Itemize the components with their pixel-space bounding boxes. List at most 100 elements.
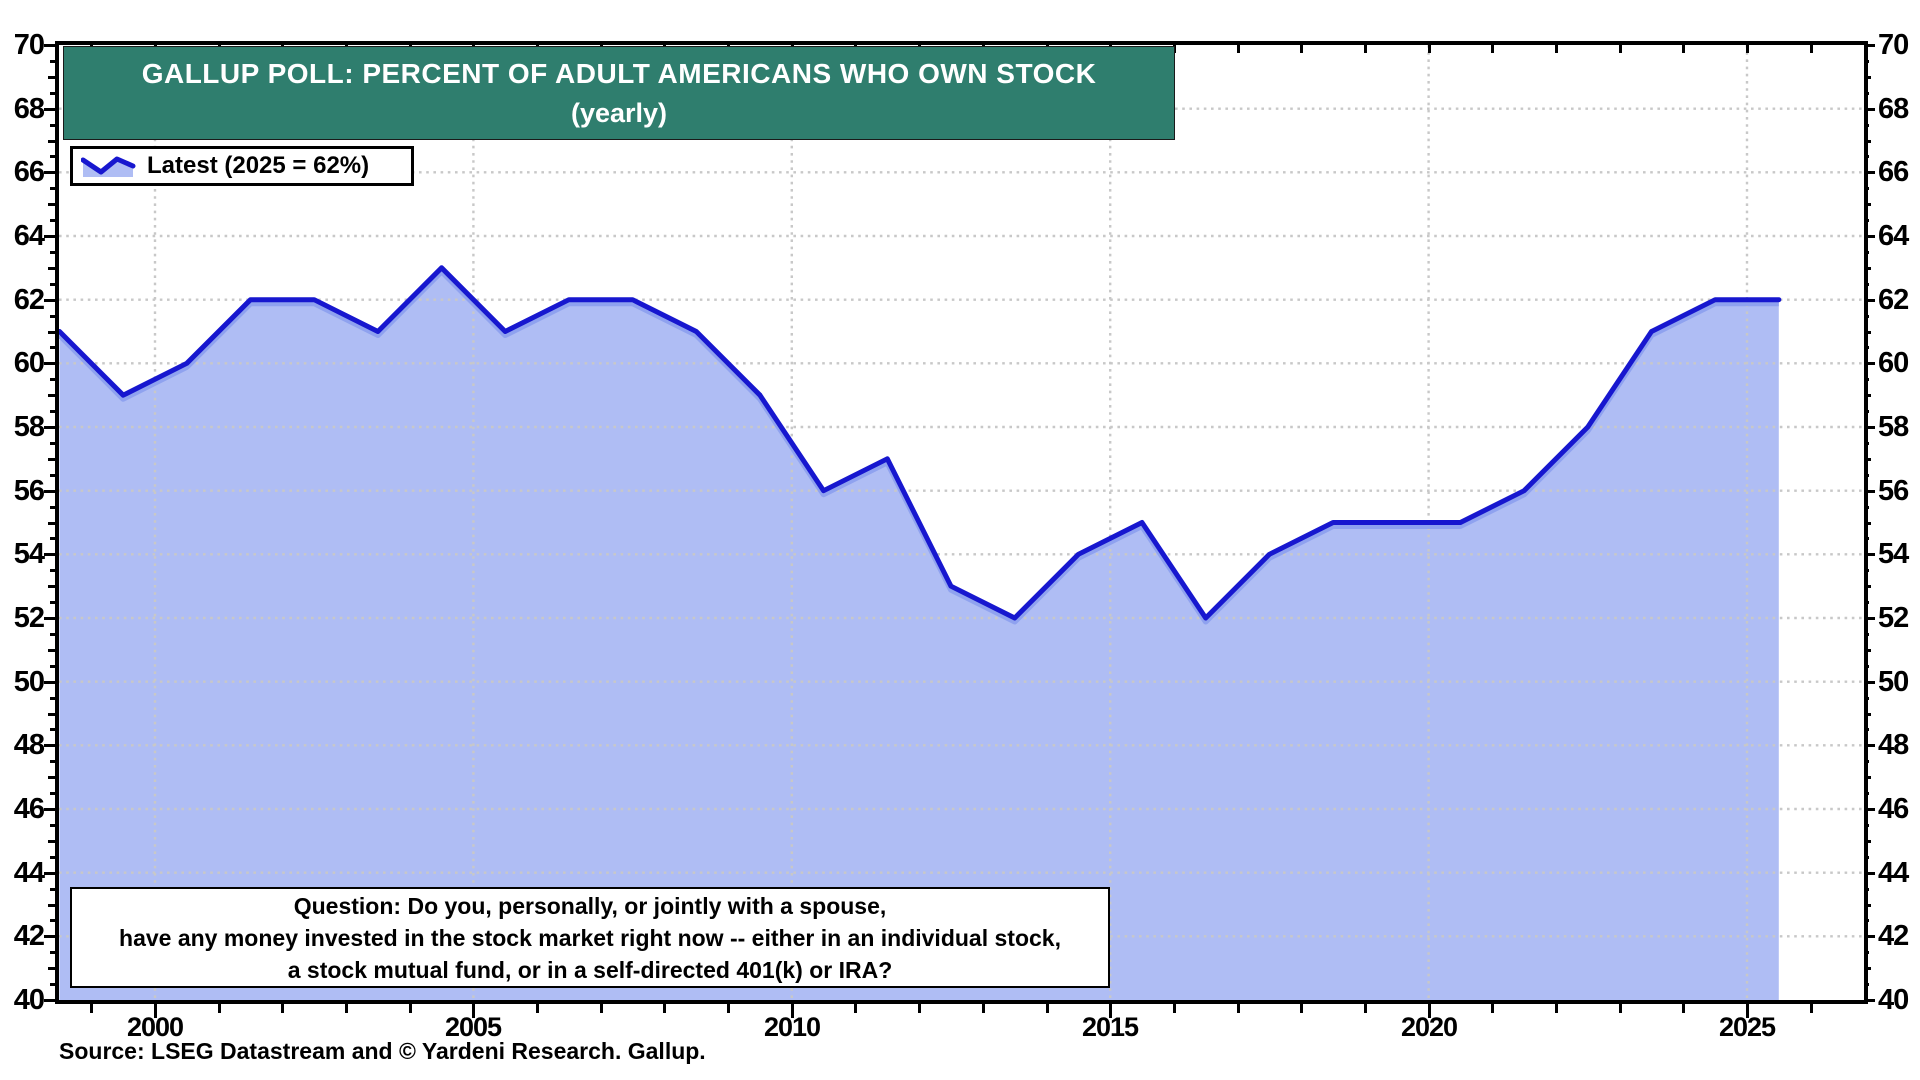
chart-title: GALLUP POLL: PERCENT OF ADULT AMERICANS … (141, 57, 1097, 89)
x-axis-tick-bottom (1173, 1004, 1176, 1013)
y-axis-tick-left (48, 840, 55, 843)
y-axis-label-right: 54 (1878, 538, 1909, 570)
y-axis-tick-right (1864, 426, 1875, 429)
x-axis-tick-bottom (154, 1004, 157, 1018)
x-axis-label: 2015 (1081, 1012, 1139, 1042)
y-axis-tick-right (1864, 44, 1875, 47)
x-axis-tick-bottom (1491, 1004, 1494, 1013)
x-axis-label: 2020 (1400, 1012, 1458, 1042)
y-axis-tick-left (48, 713, 55, 716)
plot-area (55, 41, 1868, 1004)
x-axis-tick-bottom (536, 1004, 539, 1013)
y-axis-tick-left (48, 585, 55, 588)
y-axis-label-left: 62 (13, 284, 45, 316)
y-axis-tick-right (1864, 108, 1875, 111)
y-axis-tick-left (50, 92, 55, 95)
y-axis-tick-left (50, 569, 55, 572)
y-axis-tick-left (50, 155, 55, 158)
y-axis-label-right: 48 (1878, 729, 1909, 761)
y-axis-tick-right (1864, 235, 1875, 238)
y-axis-tick-right (1864, 617, 1875, 620)
y-axis-label-right: 64 (1878, 220, 1909, 252)
y-axis-tick-right (1864, 665, 1869, 668)
y-axis-tick-right (1864, 888, 1869, 891)
x-axis-tick-top (1682, 45, 1685, 53)
y-axis-tick-right (1864, 792, 1869, 795)
y-axis-tick-right (1864, 474, 1869, 477)
y-axis-tick-left (48, 776, 55, 779)
x-axis-tick-bottom (663, 1004, 666, 1013)
x-axis-label: 2000 (126, 1012, 184, 1042)
y-axis-tick-left (48, 904, 55, 907)
y-axis-tick-right (1864, 506, 1869, 509)
x-axis-tick-bottom (1619, 1004, 1622, 1013)
y-axis-tick-right (1864, 649, 1871, 652)
y-axis-tick-right (1864, 983, 1869, 986)
y-axis-label-right: 68 (1878, 93, 1909, 125)
y-axis-tick-right (1864, 124, 1869, 127)
y-axis-tick-right (1864, 569, 1869, 572)
y-axis-tick-left (44, 935, 55, 938)
x-axis-tick-top (1619, 45, 1622, 53)
x-axis-tick-top (1364, 45, 1367, 53)
y-axis-label-right: 52 (1878, 602, 1909, 634)
y-axis-tick-left (50, 537, 55, 540)
y-axis-tick-right (1864, 601, 1869, 604)
y-axis-tick-right (1864, 522, 1871, 525)
y-axis-tick-right (1864, 410, 1869, 413)
y-axis-tick-right (1864, 92, 1869, 95)
y-axis-tick-left (50, 824, 55, 827)
y-axis-tick-right (1864, 283, 1869, 286)
x-axis-tick-bottom (1682, 1004, 1685, 1013)
y-axis-tick-right (1864, 553, 1875, 556)
y-axis-tick-left (50, 283, 55, 286)
y-axis-tick-left (48, 76, 55, 79)
y-axis-tick-left (50, 760, 55, 763)
x-axis-tick-bottom (1046, 1004, 1049, 1013)
y-axis-tick-left (44, 872, 55, 875)
x-axis-tick-bottom (918, 1004, 921, 1013)
y-axis-label-left: 70 (13, 29, 45, 61)
y-axis-label-right: 58 (1878, 411, 1909, 443)
y-axis-tick-right (1864, 171, 1875, 174)
y-axis-label-left: 40 (13, 984, 45, 1016)
y-axis-tick-left (50, 856, 55, 859)
y-axis-label-left: 68 (13, 93, 45, 125)
chart-subtitle: (yearly) (570, 97, 668, 128)
y-axis-tick-right (1864, 872, 1875, 875)
y-axis-tick-left (50, 442, 55, 445)
y-axis-tick-right (1864, 155, 1869, 158)
x-axis-label: 2010 (763, 1012, 821, 1042)
y-axis-tick-left (44, 299, 55, 302)
y-axis-tick-right (1864, 728, 1869, 731)
y-axis-label-left: 54 (13, 538, 45, 570)
x-axis-tick-top (1746, 45, 1749, 53)
y-axis-label-right: 56 (1878, 475, 1909, 507)
x-axis-tick-bottom (1109, 1004, 1112, 1018)
y-axis-tick-left (44, 999, 55, 1002)
y-axis-label-left: 46 (13, 793, 45, 825)
y-axis-tick-left (50, 983, 55, 986)
y-axis-tick-left (44, 553, 55, 556)
y-axis-tick-right (1864, 203, 1871, 206)
y-axis-tick-left (50, 951, 55, 954)
x-axis-tick-bottom (600, 1004, 603, 1013)
y-axis-tick-right (1864, 713, 1871, 716)
area-chart (59, 45, 1864, 1000)
y-axis-tick-right (1864, 904, 1871, 907)
y-axis-label-left: 50 (13, 666, 45, 698)
y-axis-tick-right (1864, 378, 1869, 381)
x-axis-tick-bottom (409, 1004, 412, 1013)
y-axis-tick-left (48, 394, 55, 397)
x-axis-tick-top (1491, 45, 1494, 53)
y-axis-tick-left (48, 522, 55, 525)
y-axis-tick-right (1864, 633, 1869, 636)
x-axis-tick-bottom (982, 1004, 985, 1013)
y-axis-tick-right (1864, 967, 1871, 970)
y-axis-label-left: 42 (13, 920, 45, 952)
y-axis-tick-right (1864, 681, 1875, 684)
legend: Latest (2025 = 62%) (70, 146, 414, 186)
y-axis-label-right: 46 (1878, 793, 1909, 825)
y-axis-tick-right (1864, 267, 1871, 270)
y-axis-tick-left (44, 490, 55, 493)
